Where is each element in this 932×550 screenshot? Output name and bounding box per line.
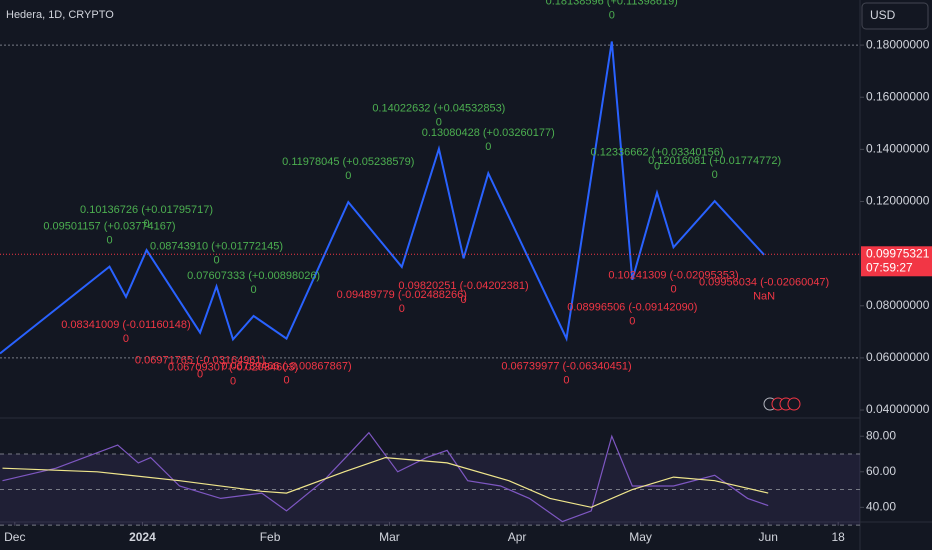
symbol-title: Hedera, 1D, CRYPTO xyxy=(6,9,114,21)
pivot-label: 0.08743910 (+0.01772145) xyxy=(150,240,283,252)
pivot-label: 0.06739977 (-0.06340451) xyxy=(501,361,631,373)
y-tick-label: 0.18000000 xyxy=(866,37,930,51)
series-line xyxy=(2,456,769,508)
y-tick-label: 80.00 xyxy=(866,428,896,442)
x-tick-label: 18 xyxy=(832,530,846,544)
pivot-note: NaN xyxy=(753,291,775,303)
x-tick-label: 2024 xyxy=(129,530,156,544)
pivot-label: 0.07607333 (+0.00898026) xyxy=(187,270,320,282)
x-tick-label: Jun xyxy=(759,530,778,544)
pivot-note: 0 xyxy=(106,235,112,247)
pivot-label: 0.12016081 (+0.01774772) xyxy=(648,155,781,167)
x-tick-label: Feb xyxy=(260,530,281,544)
pivot-label: 0.06709307 (-0.02034603) xyxy=(168,361,298,373)
pivot-label: 0.06739466 (-0.00867867) xyxy=(221,361,351,373)
pivot-note: 0 xyxy=(213,254,219,266)
x-tick-label: Mar xyxy=(379,530,400,544)
pivot-note: 0 xyxy=(712,169,718,181)
y-tick-label: 60.00 xyxy=(866,464,896,478)
pivot-note: 0 xyxy=(283,375,289,387)
event-icons[interactable] xyxy=(763,397,801,411)
pivot-label: 0.09956034 (-0.02060047) xyxy=(699,277,829,289)
y-tick-label: 0.04000000 xyxy=(866,402,930,416)
pivot-label: 0.10136726 (+0.01795717) xyxy=(80,204,213,216)
pivot-note: 0 xyxy=(197,368,203,380)
pivot-note: 0 xyxy=(436,117,442,129)
y-tick-label: 0.16000000 xyxy=(866,89,930,103)
y-tick-label: 0.08000000 xyxy=(866,298,930,312)
y-tick-label: 0.06000000 xyxy=(866,350,930,364)
pivot-label: 0.10241309 (-0.02095353) xyxy=(608,269,738,281)
pivot-note: 0 xyxy=(230,375,236,387)
pivot-note: 0 xyxy=(670,283,676,295)
pivot-label: 0.11978045 (+0.05238579) xyxy=(282,156,414,168)
last-price-label: 0.09975321 xyxy=(866,246,930,260)
pivot-label: 0.12336662 (+0.03340156) xyxy=(591,147,724,159)
pivot-note: 0 xyxy=(345,170,351,182)
pivot-note: 0 xyxy=(143,218,149,230)
currency-button[interactable] xyxy=(861,2,929,30)
event-icon[interactable] xyxy=(787,397,801,411)
x-tick-label: Apr xyxy=(508,530,527,544)
series-line xyxy=(2,431,769,523)
y-tick-label: 0.12000000 xyxy=(866,194,930,208)
pivot-note: 0 xyxy=(485,141,491,153)
pivot-note: 0 xyxy=(563,375,569,387)
pivot-label: 0.08341009 (-0.01160148) xyxy=(61,319,190,331)
rsi-band-fill xyxy=(0,454,860,526)
countdown-label: 07:59:27 xyxy=(866,260,913,274)
currency-label[interactable]: USD xyxy=(870,8,896,22)
pivot-label: 0.06971765 (-0.03164961) xyxy=(135,354,265,366)
y-tick-label: 0.14000000 xyxy=(866,142,930,156)
pivot-note: 0 xyxy=(629,316,635,328)
pivot-note: 0 xyxy=(123,333,129,345)
pivot-label: 0.09489779 (-0.02488266) xyxy=(337,289,467,301)
pivot-label: 0.08996506 (-0.09142090) xyxy=(567,302,697,314)
y-tick-label: 40.00 xyxy=(866,500,896,514)
pivot-label: 0.09501157 (+0.03774167) xyxy=(43,221,175,233)
pivot-label: 0.09820251 (-0.04202381) xyxy=(398,280,528,292)
pivot-note: 0 xyxy=(460,294,466,306)
pivot-note: 0 xyxy=(399,303,405,315)
pivot-note: 0 xyxy=(654,161,660,173)
x-tick-label: May xyxy=(629,530,652,544)
pivot-label: 0.14022632 (+0.04532853) xyxy=(372,103,505,115)
pivot-label: 0.13080428 (+0.03260177) xyxy=(422,127,555,139)
pivot-note: 0 xyxy=(609,9,615,21)
pivot-label: 0.18138596 (+0.11398619) xyxy=(546,0,678,7)
pivot-note: 0 xyxy=(251,284,257,296)
x-tick-label: Dec xyxy=(4,530,25,544)
series-line xyxy=(0,41,765,355)
last-price-box xyxy=(861,246,932,277)
